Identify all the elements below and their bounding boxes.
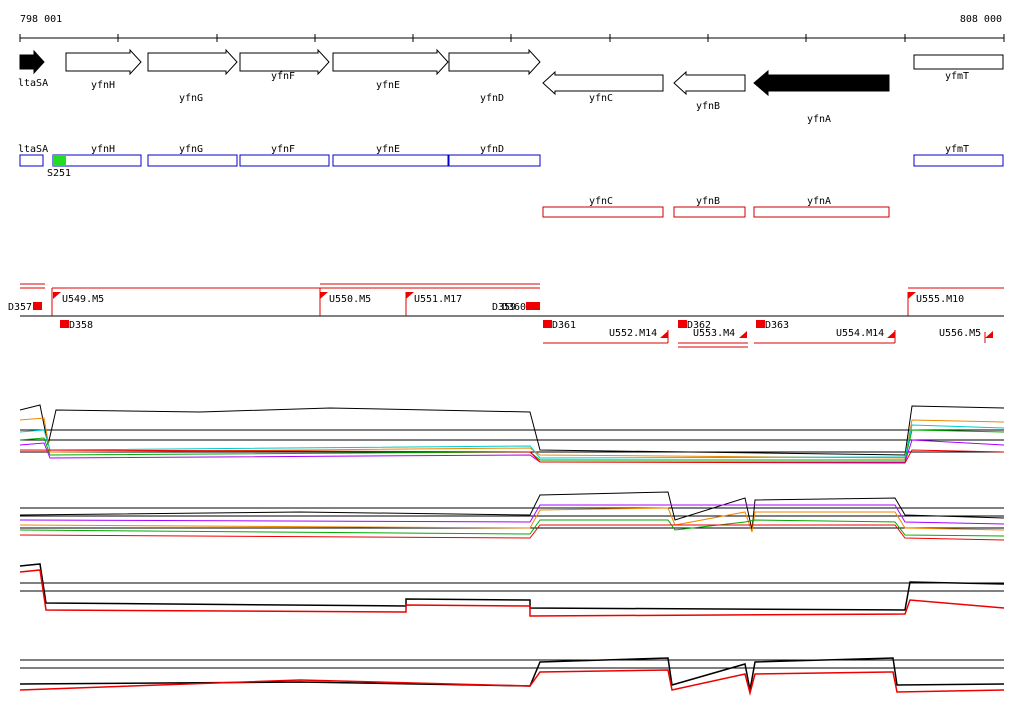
gene-label: yfnE bbox=[376, 80, 400, 91]
segment-label: U554.M14 bbox=[836, 328, 884, 339]
gene-arrow bbox=[753, 69, 890, 97]
reverse-label: yfnA bbox=[807, 196, 831, 207]
gene-label: yfnB bbox=[696, 101, 720, 112]
gene-arrow bbox=[542, 70, 664, 96]
segment-label: D357 bbox=[8, 302, 32, 313]
annotation-label: ltaSA bbox=[18, 144, 48, 155]
annotation-box bbox=[239, 154, 330, 167]
annotation-box bbox=[147, 154, 238, 167]
segment-label: D361 bbox=[552, 320, 576, 331]
segment-label: D358 bbox=[69, 320, 93, 331]
segment-label: U555.M10 bbox=[916, 294, 964, 305]
annotation-label: yfnF bbox=[271, 144, 295, 155]
segment-label: U552.M14 bbox=[609, 328, 657, 339]
annotation-label: yfmT bbox=[945, 144, 969, 155]
annotation-label: yfnD bbox=[480, 144, 504, 155]
gene-arrow bbox=[147, 48, 238, 76]
segment-label: U551.M17 bbox=[414, 294, 462, 305]
gene-arrow bbox=[673, 70, 746, 96]
feature-box bbox=[53, 155, 66, 166]
gene-label: yfnA bbox=[807, 114, 831, 125]
reverse-label: yfnB bbox=[696, 196, 720, 207]
gene-arrow bbox=[19, 49, 45, 75]
gene-arrow bbox=[65, 48, 142, 76]
segment-label: D363 bbox=[765, 320, 789, 331]
segment-label: U553.M4 bbox=[693, 328, 735, 339]
segment-label: D359 bbox=[492, 302, 516, 313]
gene-arrow bbox=[332, 48, 449, 76]
annotation-box bbox=[19, 154, 44, 167]
segment-label: D360 bbox=[502, 302, 526, 313]
ruler-end: 808 000 bbox=[960, 14, 1002, 25]
reverse-track bbox=[542, 206, 890, 218]
gene-label: yfnD bbox=[480, 93, 504, 104]
gene-label: yfmT bbox=[945, 71, 969, 82]
annotation-box bbox=[448, 154, 541, 167]
annotation-label: yfnG bbox=[179, 144, 203, 155]
gene-label: yfnF bbox=[271, 71, 295, 82]
annotation-track bbox=[19, 154, 1004, 167]
gene-arrows bbox=[19, 48, 1004, 97]
gene-arrow bbox=[448, 48, 541, 76]
feature-label: S251 bbox=[47, 168, 71, 179]
reverse-box bbox=[542, 206, 664, 218]
segment-label: D362 bbox=[687, 320, 711, 331]
reverse-label: yfnC bbox=[589, 196, 613, 207]
reverse-box bbox=[673, 206, 746, 218]
annotation-label: yfnE bbox=[376, 144, 400, 155]
segment-lines bbox=[20, 283, 1004, 348]
gene-label: yfnC bbox=[589, 93, 613, 104]
expression-panels bbox=[19, 404, 1005, 696]
segment-label: U550.M5 bbox=[329, 294, 371, 305]
annotation-box bbox=[913, 154, 1004, 167]
gene-label: yfnH bbox=[91, 80, 115, 91]
gene-box bbox=[913, 54, 1004, 70]
annotation-box bbox=[332, 154, 449, 167]
segment-label: U556.M5 bbox=[939, 328, 981, 339]
reverse-box bbox=[753, 206, 890, 218]
annotation-label: yfnH bbox=[91, 144, 115, 155]
segment-label: U549.M5 bbox=[62, 294, 104, 305]
ruler-ticks bbox=[19, 34, 1005, 42]
gene-arrow bbox=[239, 48, 330, 76]
ruler-start: 798 001 bbox=[20, 14, 62, 25]
gene-label: ltaSA bbox=[18, 78, 48, 89]
segment-flags bbox=[33, 292, 993, 338]
annotation-box bbox=[52, 154, 142, 167]
gene-label: yfnG bbox=[179, 93, 203, 104]
